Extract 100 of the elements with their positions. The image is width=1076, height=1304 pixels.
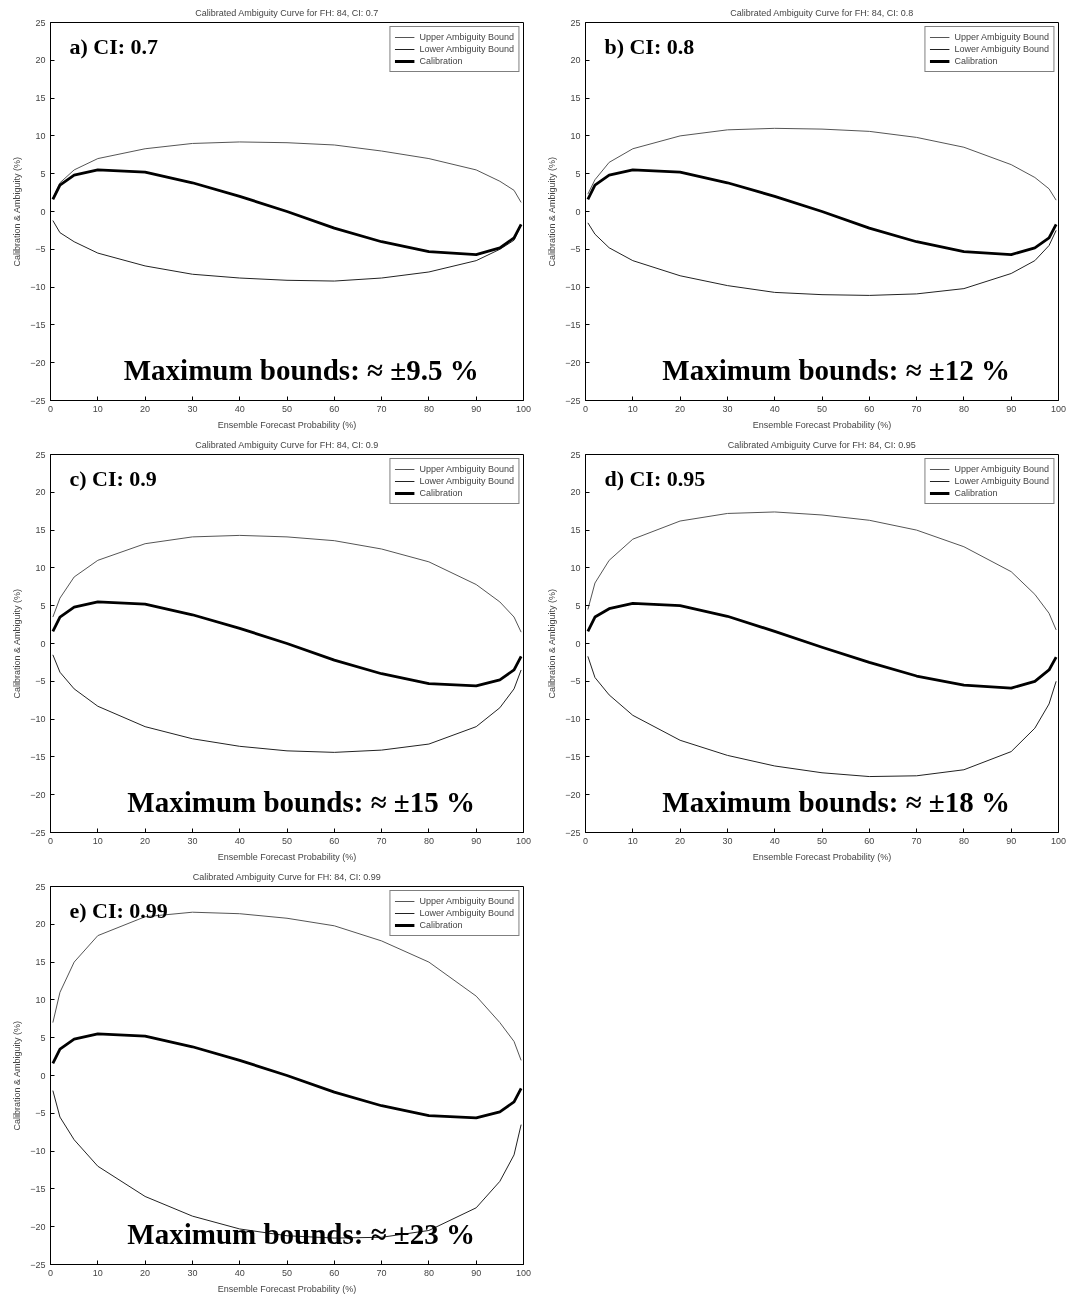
- y-tick-label: −15: [30, 319, 46, 330]
- x-axis-title: Ensemble Forecast Probability (%): [217, 851, 357, 862]
- y-tick-label: −20: [30, 1221, 46, 1232]
- y-tick-label: −25: [565, 827, 581, 838]
- annotation: Maximum bounds: ≈ ±12 %: [662, 354, 1011, 387]
- y-axis-title: Calibration & Ambiguity (%): [12, 1020, 23, 1131]
- y-tick-label: 15: [570, 525, 581, 536]
- x-tick-label: 50: [281, 835, 293, 846]
- y-axis-title: Calibration & Ambiguity (%): [547, 588, 558, 699]
- x-tick-label: 10: [627, 835, 638, 846]
- legend-label: Upper Ambiguity Bound: [419, 895, 514, 907]
- y-tick-label: −5: [570, 676, 581, 687]
- y-tick-label: −5: [35, 676, 46, 687]
- annotation: Maximum bounds: ≈ ±15 %: [127, 786, 476, 819]
- y-tick-label: 0: [40, 1070, 46, 1081]
- y-tick-label: −15: [565, 319, 581, 330]
- y-tick-label: 5: [575, 600, 581, 611]
- y-tick-label: −25: [565, 395, 581, 406]
- y-tick-label: −5: [35, 1108, 46, 1119]
- x-axis-title: Ensemble Forecast Probability (%): [752, 851, 892, 862]
- x-tick-label: 30: [722, 835, 733, 846]
- x-tick-label: 0: [583, 403, 589, 414]
- y-tick-label: 25: [35, 449, 46, 460]
- x-tick-label: 70: [911, 835, 922, 846]
- x-tick-label: 10: [92, 1267, 103, 1278]
- y-tick-label: −20: [30, 789, 46, 800]
- legend-label: Calibration: [419, 919, 463, 931]
- x-tick-label: 40: [769, 403, 780, 414]
- x-tick-label: 10: [92, 835, 103, 846]
- x-tick-label: 10: [92, 403, 103, 414]
- y-tick-label: 15: [570, 93, 581, 104]
- x-tick-label: 60: [864, 835, 875, 846]
- x-tick-label: 50: [816, 403, 828, 414]
- legend-label: Upper Ambiguity Bound: [419, 463, 514, 475]
- x-tick-label: 70: [911, 403, 922, 414]
- x-tick-label: 100: [515, 1267, 532, 1278]
- y-tick-label: 10: [570, 130, 581, 141]
- annotation: c) CI: 0.9: [69, 465, 157, 491]
- y-tick-label: 0: [575, 206, 581, 217]
- legend-label: Calibration: [954, 487, 998, 499]
- x-tick-label: 60: [329, 403, 340, 414]
- legend-label: Upper Ambiguity Bound: [954, 463, 1049, 475]
- x-tick-label: 30: [187, 835, 198, 846]
- annotation: Maximum bounds: ≈ ±18 %: [662, 786, 1011, 819]
- x-tick-label: 70: [376, 835, 387, 846]
- y-tick-label: −10: [565, 282, 581, 293]
- x-tick-label: 100: [515, 835, 532, 846]
- annotation: b) CI: 0.8: [604, 33, 695, 59]
- legend-label: Lower Ambiguity Bound: [954, 475, 1049, 487]
- x-tick-label: 70: [376, 403, 387, 414]
- x-axis-title: Ensemble Forecast Probability (%): [217, 419, 357, 430]
- y-tick-label: 0: [40, 206, 46, 217]
- x-tick-label: 80: [958, 403, 969, 414]
- y-tick-label: 10: [35, 562, 46, 573]
- x-tick-label: 60: [864, 403, 875, 414]
- x-tick-label: 90: [471, 835, 482, 846]
- y-tick-label: 10: [570, 562, 581, 573]
- x-tick-label: 0: [48, 403, 54, 414]
- legend-label: Lower Ambiguity Bound: [419, 475, 514, 487]
- y-tick-label: 5: [40, 1032, 46, 1043]
- y-tick-label: −20: [565, 789, 581, 800]
- y-tick-label: 25: [35, 881, 46, 892]
- x-tick-label: 60: [329, 835, 340, 846]
- chart-title: Calibrated Ambiguity Curve for FH: 84, CI: 0.95: [727, 439, 916, 450]
- x-tick-label: 80: [423, 835, 434, 846]
- legend-label: Calibration: [954, 55, 998, 67]
- legend-label: Upper Ambiguity Bound: [419, 31, 514, 43]
- x-tick-label: 40: [234, 1267, 245, 1278]
- y-tick-label: −10: [30, 282, 46, 293]
- y-axis-title: Calibration & Ambiguity (%): [547, 156, 558, 267]
- x-tick-label: 90: [1006, 403, 1017, 414]
- legend-label: Lower Ambiguity Bound: [954, 43, 1049, 55]
- y-tick-label: 15: [35, 525, 46, 536]
- x-tick-label: 40: [234, 835, 245, 846]
- y-tick-label: 20: [570, 487, 581, 498]
- y-tick-label: 20: [35, 487, 46, 498]
- y-tick-label: 20: [35, 55, 46, 66]
- chart-title: Calibrated Ambiguity Curve for FH: 84, CI: 0.8: [730, 7, 914, 18]
- y-tick-label: −10: [30, 1146, 46, 1157]
- y-tick-label: −5: [35, 244, 46, 255]
- x-tick-label: 0: [48, 835, 54, 846]
- legend-label: Calibration: [419, 487, 463, 499]
- x-tick-label: 30: [187, 403, 198, 414]
- chart-title: Calibrated Ambiguity Curve for FH: 84, CI: 0.7: [195, 7, 379, 18]
- x-tick-label: 20: [140, 403, 151, 414]
- annotation: d) CI: 0.95: [604, 465, 706, 491]
- x-tick-label: 90: [471, 403, 482, 414]
- x-tick-label: 50: [281, 403, 293, 414]
- x-tick-label: 80: [423, 1267, 434, 1278]
- y-tick-label: 0: [40, 638, 46, 649]
- x-tick-label: 50: [281, 1267, 293, 1278]
- y-tick-label: −20: [565, 357, 581, 368]
- y-tick-label: 25: [35, 17, 46, 28]
- legend-label: Calibration: [419, 55, 463, 67]
- x-axis-title: Ensemble Forecast Probability (%): [217, 1283, 357, 1294]
- annotation: Maximum bounds: ≈ ±9.5 %: [123, 354, 479, 387]
- x-tick-label: 0: [583, 835, 589, 846]
- x-tick-label: 100: [1050, 403, 1067, 414]
- x-tick-label: 30: [187, 1267, 198, 1278]
- x-tick-label: 60: [329, 1267, 340, 1278]
